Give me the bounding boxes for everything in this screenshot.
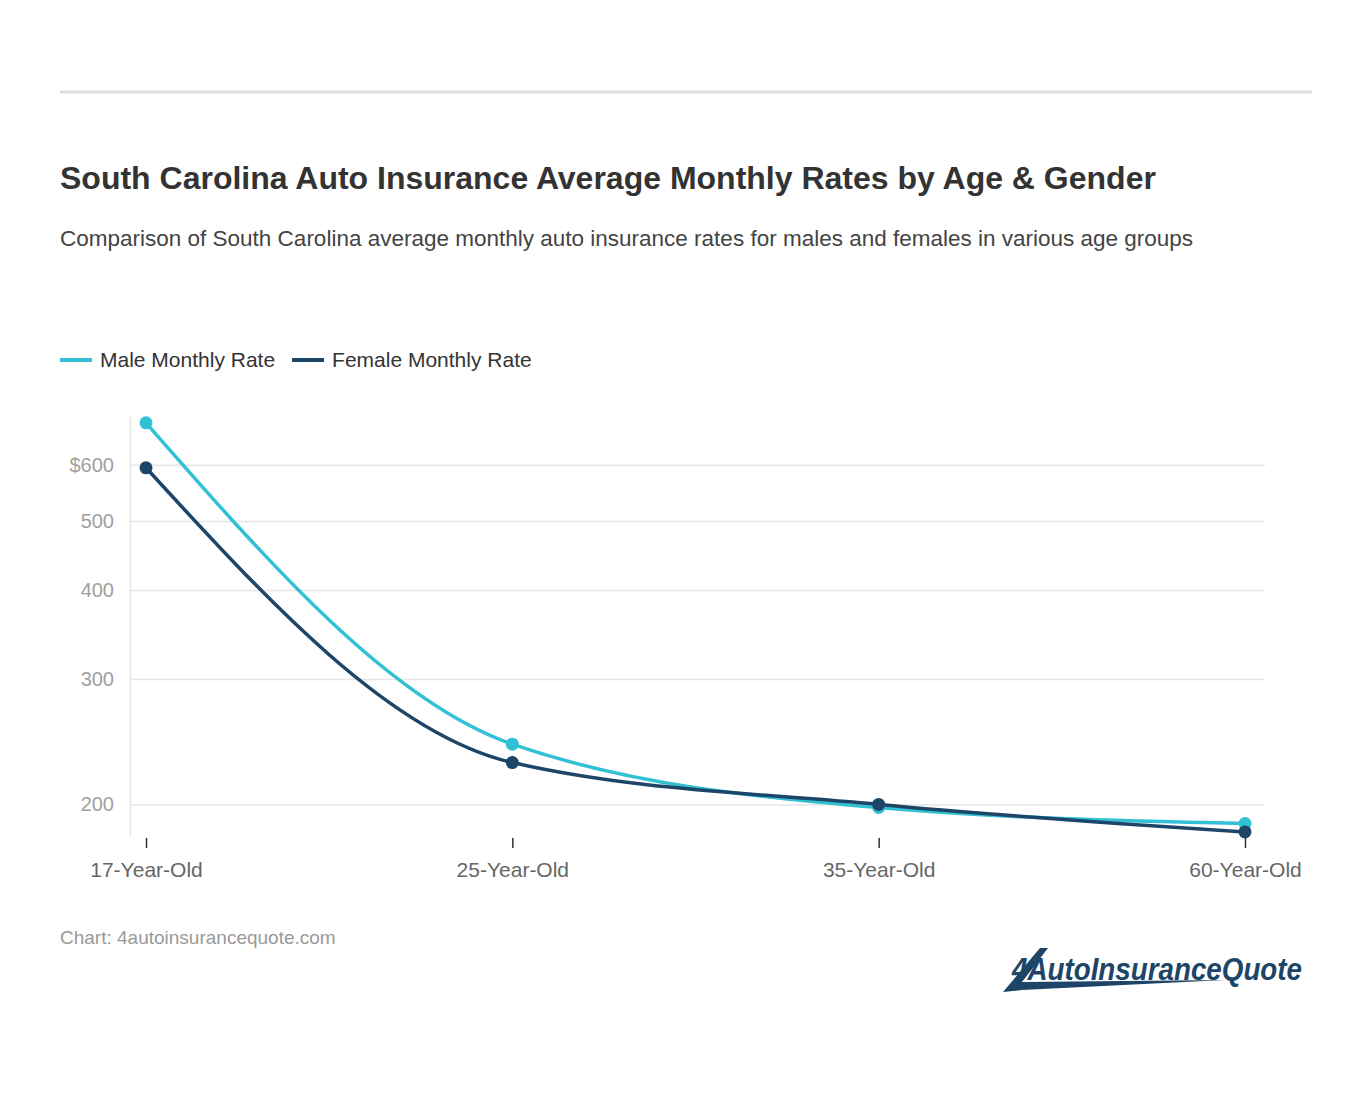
y-tick-label: 300 xyxy=(81,668,114,690)
x-tick-label: 25-Year-Old xyxy=(457,858,569,881)
grid-line xyxy=(130,464,1265,466)
y-tick: 300 xyxy=(81,668,1265,690)
subtitle: Comparison of South Carolina average mon… xyxy=(60,222,1310,256)
grid-line xyxy=(130,679,1265,681)
x-tick-mark xyxy=(146,838,148,848)
x-tick-label: 35-Year-Old xyxy=(823,858,935,881)
x-tick-label: 60-Year-Old xyxy=(1189,858,1301,881)
plot-area xyxy=(140,416,1252,838)
legend-swatch xyxy=(60,358,92,362)
title: South Carolina Auto Insurance Average Mo… xyxy=(60,160,1156,196)
x-tick-mark xyxy=(1245,838,1247,848)
series-line xyxy=(146,468,1245,832)
legend-label: Male Monthly Rate xyxy=(100,348,275,371)
series-marker xyxy=(140,416,153,429)
y-tick: $600 xyxy=(70,454,1266,476)
x-tick: 35-Year-Old xyxy=(823,838,935,881)
y-tick-label: 200 xyxy=(81,793,114,815)
legend-item: Male Monthly Rate xyxy=(60,348,275,371)
x-tick-mark xyxy=(878,838,880,848)
y-tick-label: 500 xyxy=(81,510,114,532)
legend-label: Female Monthly Rate xyxy=(332,348,532,371)
y-tick-label: $600 xyxy=(70,454,115,476)
x-axis: 17-Year-Old 25-Year-Old 35-Year-Old 60-Year… xyxy=(90,838,1301,881)
y-tick: 200 xyxy=(81,793,1265,815)
series-line xyxy=(146,423,1245,824)
x-tick-mark xyxy=(512,838,514,848)
x-tick: 17-Year-Old xyxy=(90,838,202,881)
legend-swatch xyxy=(292,358,324,362)
logo-text: 4AutoInsuranceQuote xyxy=(1011,952,1302,987)
y-axis-line xyxy=(130,418,132,838)
x-tick: 25-Year-Old xyxy=(457,838,569,881)
grid-line xyxy=(130,804,1265,806)
x-tick-label: 17-Year-Old xyxy=(90,858,202,881)
series-marker xyxy=(1239,825,1252,838)
y-tick: 400 xyxy=(81,579,1265,601)
y-axis: 200 300 400 500 $600 xyxy=(70,418,1266,838)
y-tick: 500 xyxy=(81,510,1265,532)
series-marker xyxy=(506,738,519,751)
source: Chart: 4autoinsurancequote.com xyxy=(60,927,336,948)
series-marker xyxy=(872,798,885,811)
grid-line xyxy=(130,521,1265,523)
series-marker xyxy=(506,756,519,769)
logo: 4AutoInsuranceQuote xyxy=(1003,948,1302,992)
legend-item: Female Monthly Rate xyxy=(292,348,532,371)
series-marker xyxy=(140,461,153,474)
y-tick-label: 400 xyxy=(81,579,114,601)
top-rule xyxy=(60,91,1312,94)
x-tick: 60-Year-Old xyxy=(1189,838,1301,881)
